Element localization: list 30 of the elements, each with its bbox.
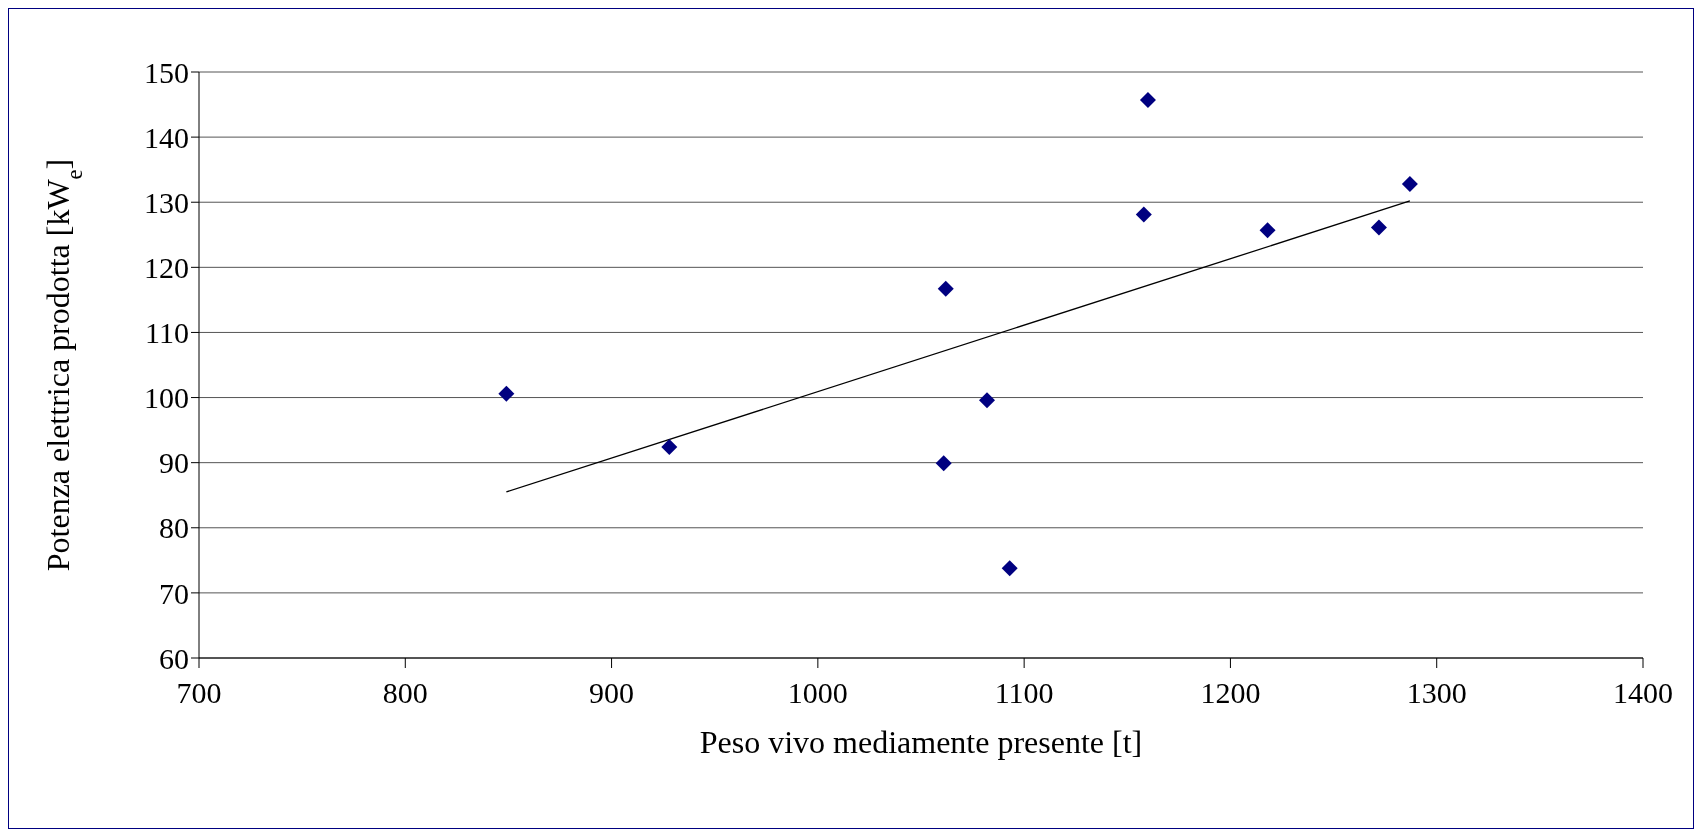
point <box>935 455 952 472</box>
point <box>1401 175 1418 192</box>
point <box>1259 222 1276 239</box>
y-tick-label: 130 <box>144 185 189 219</box>
y-tick-label: 120 <box>144 250 189 284</box>
point <box>1370 219 1387 236</box>
y-tick-label: 140 <box>144 120 189 154</box>
point <box>1001 560 1018 577</box>
y-tick-label: 80 <box>159 511 189 545</box>
x-tick-label: 1300 <box>1406 676 1467 710</box>
x-tick-label: 1000 <box>787 676 848 710</box>
x-axis-title: Peso vivo mediamente presente [t] <box>699 724 1143 760</box>
point <box>661 439 678 456</box>
x-tick-label: 1400 <box>1613 676 1673 710</box>
y-tick-label: 70 <box>159 576 189 610</box>
x-tick-label: 800 <box>382 676 428 710</box>
y-tick-label: 100 <box>144 381 189 415</box>
y-tick-label: 110 <box>145 316 189 350</box>
y-tick-label: 90 <box>159 446 189 480</box>
x-tick-label: 900 <box>589 676 635 710</box>
x-tick-label: 700 <box>176 676 222 710</box>
point <box>498 385 515 402</box>
point <box>1135 206 1152 223</box>
x-tick-label: 1100 <box>994 676 1054 710</box>
point <box>937 280 954 297</box>
point <box>979 392 996 409</box>
y-tick-label: 150 <box>144 55 189 89</box>
point <box>1139 92 1156 108</box>
x-tick-label: 1200 <box>1200 676 1261 710</box>
y-tick-label: 60 <box>159 641 189 675</box>
